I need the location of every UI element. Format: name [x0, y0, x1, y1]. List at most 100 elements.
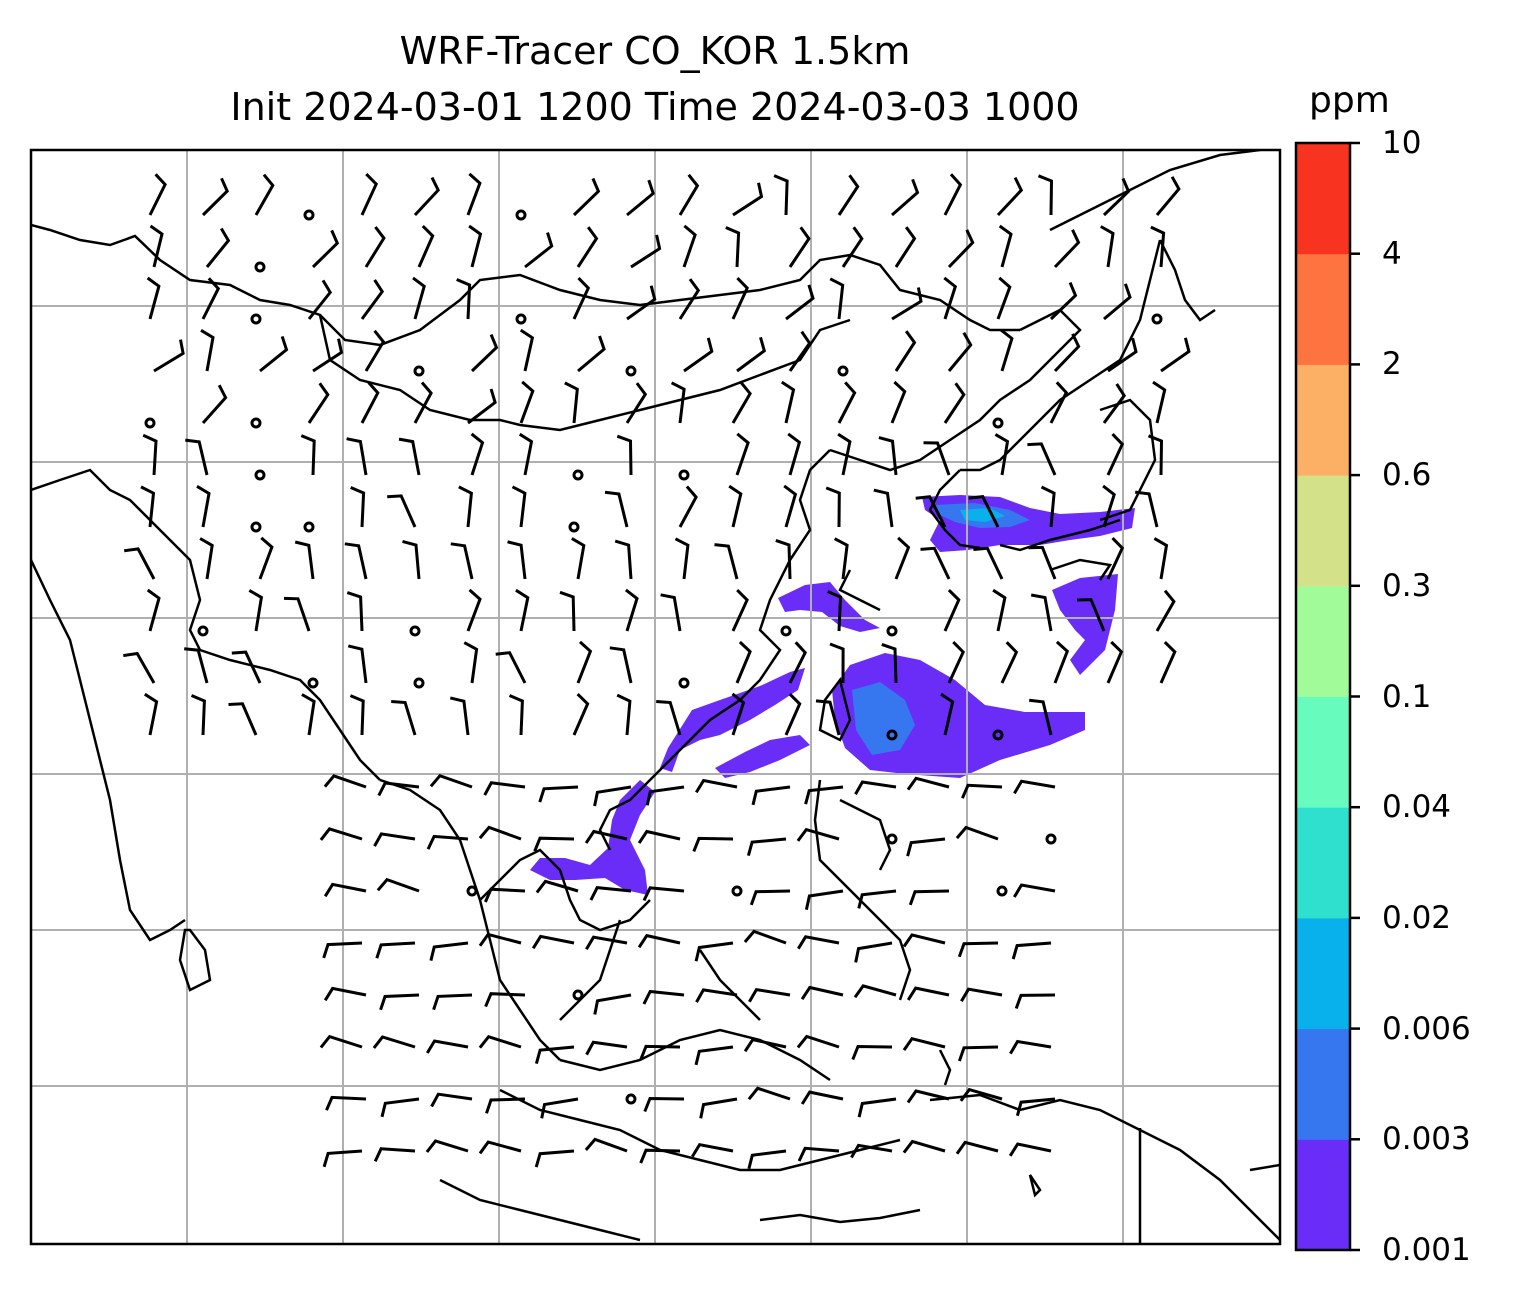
- wind-barb: [458, 485, 473, 528]
- wind-barb: [829, 642, 845, 684]
- wind-barb: [449, 696, 470, 736]
- wind-barb: [412, 276, 426, 320]
- wind-barb: [377, 781, 420, 797]
- wind-barb: [784, 693, 802, 736]
- plume-taiwan-strait: [660, 668, 805, 772]
- wind-barb-layer: [123, 172, 1191, 1170]
- wind-barb: [426, 834, 469, 850]
- wind-barb: [1107, 337, 1138, 373]
- wind-barb: [694, 1045, 734, 1066]
- wind-barb: [735, 640, 752, 684]
- wind-barb: [1103, 283, 1132, 321]
- wind-barb: [947, 641, 965, 684]
- wind-barb: [143, 692, 159, 736]
- wind-barb: [959, 1087, 1003, 1102]
- wind-barb: [743, 929, 787, 945]
- wind-barb: [323, 986, 367, 1002]
- wind-barb: [1053, 229, 1081, 269]
- wind-barb: [572, 693, 590, 736]
- wind-barb: [200, 329, 215, 372]
- wind-barb: [140, 485, 156, 528]
- calm-wind-circle: [307, 677, 319, 689]
- wind-barb: [788, 330, 812, 372]
- wind-barb: [1153, 537, 1169, 580]
- wind-barb: [344, 542, 368, 580]
- wind-barb: [149, 224, 164, 268]
- wind-barb: [593, 993, 632, 1015]
- wind-barb: [804, 785, 844, 805]
- wind-barb: [683, 337, 714, 373]
- wind-barb: [185, 438, 209, 476]
- gridlines: [31, 150, 1280, 1244]
- calm-wind-circle: [886, 729, 898, 741]
- wind-barb: [484, 992, 526, 1008]
- colorbar-tick-label: 0.1: [1382, 678, 1432, 715]
- wind-barb: [1008, 1142, 1052, 1157]
- wind-barb: [692, 836, 734, 852]
- wind-barb: [908, 889, 950, 906]
- wind-barb: [996, 176, 1024, 217]
- wind-barb: [906, 986, 950, 1001]
- wind-barb: [604, 490, 629, 528]
- wind-barb: [380, 1097, 420, 1118]
- calm-wind-circle: [780, 625, 792, 637]
- wind-barb: [346, 591, 364, 632]
- wind-barb: [994, 433, 1010, 476]
- calm-wind-circle: [992, 417, 1004, 429]
- calm-wind-circle: [144, 417, 156, 429]
- wind-barb: [307, 279, 333, 320]
- wind-barb: [515, 588, 530, 632]
- calm-wind-circle: [568, 521, 580, 533]
- wind-barb: [319, 1034, 363, 1049]
- wind-barb: [311, 229, 340, 269]
- wind-barb: [201, 177, 229, 217]
- calm-wind-circle: [572, 989, 584, 1001]
- wind-barb: [743, 1037, 787, 1053]
- wind-barb: [153, 339, 185, 373]
- wind-barb: [467, 388, 497, 425]
- wind-barb: [1009, 1039, 1052, 1055]
- colorbar-tick-label: 10: [1382, 125, 1422, 161]
- chart-title-line2: Init 2024-03-01 1200 Time 2024-03-03 100…: [230, 85, 1080, 129]
- wind-barb: [678, 278, 701, 320]
- wind-barb: [376, 877, 420, 893]
- wind-barb: [254, 173, 275, 216]
- wind-barb: [1106, 433, 1125, 476]
- wind-barb: [360, 279, 385, 320]
- calm-wind-circle: [731, 885, 743, 897]
- colorbar-tick-label: 2: [1382, 346, 1402, 383]
- wind-barb: [258, 536, 274, 580]
- wind-barb: [906, 837, 946, 857]
- plume-yellow-sea: [778, 582, 880, 632]
- colorbar-tick-label: 0.003: [1382, 1121, 1471, 1158]
- wind-barb: [199, 537, 214, 580]
- wind-barb: [1106, 640, 1124, 684]
- wind-barb: [511, 485, 527, 528]
- wind-barb: [294, 540, 315, 580]
- wind-barb: [559, 590, 576, 632]
- calm-wind-circle: [250, 313, 262, 325]
- plume-gulf-tonkin: [530, 780, 655, 895]
- wind-barb: [625, 382, 648, 424]
- colorbar-band: [1296, 364, 1350, 476]
- wind-barb: [576, 226, 599, 268]
- wind-barb: [1030, 593, 1053, 632]
- wind-barb: [534, 1149, 575, 1168]
- wind-barb: [906, 1089, 950, 1104]
- wind-barb: [749, 889, 791, 906]
- wind-barb: [533, 836, 575, 852]
- calm-wind-circle: [678, 469, 690, 481]
- wind-barb: [992, 588, 1007, 632]
- calm-wind-circle: [625, 365, 637, 377]
- wind-barb: [495, 651, 527, 684]
- wind-barb: [571, 537, 586, 580]
- wind-barb: [943, 589, 961, 632]
- colorbar-band: [1296, 1028, 1350, 1140]
- wind-barb: [614, 539, 633, 580]
- wind-barb: [375, 941, 416, 959]
- wind-barb: [957, 1045, 999, 1062]
- wind-barb: [564, 381, 579, 424]
- colorbar-tick-label: 0.02: [1382, 899, 1452, 936]
